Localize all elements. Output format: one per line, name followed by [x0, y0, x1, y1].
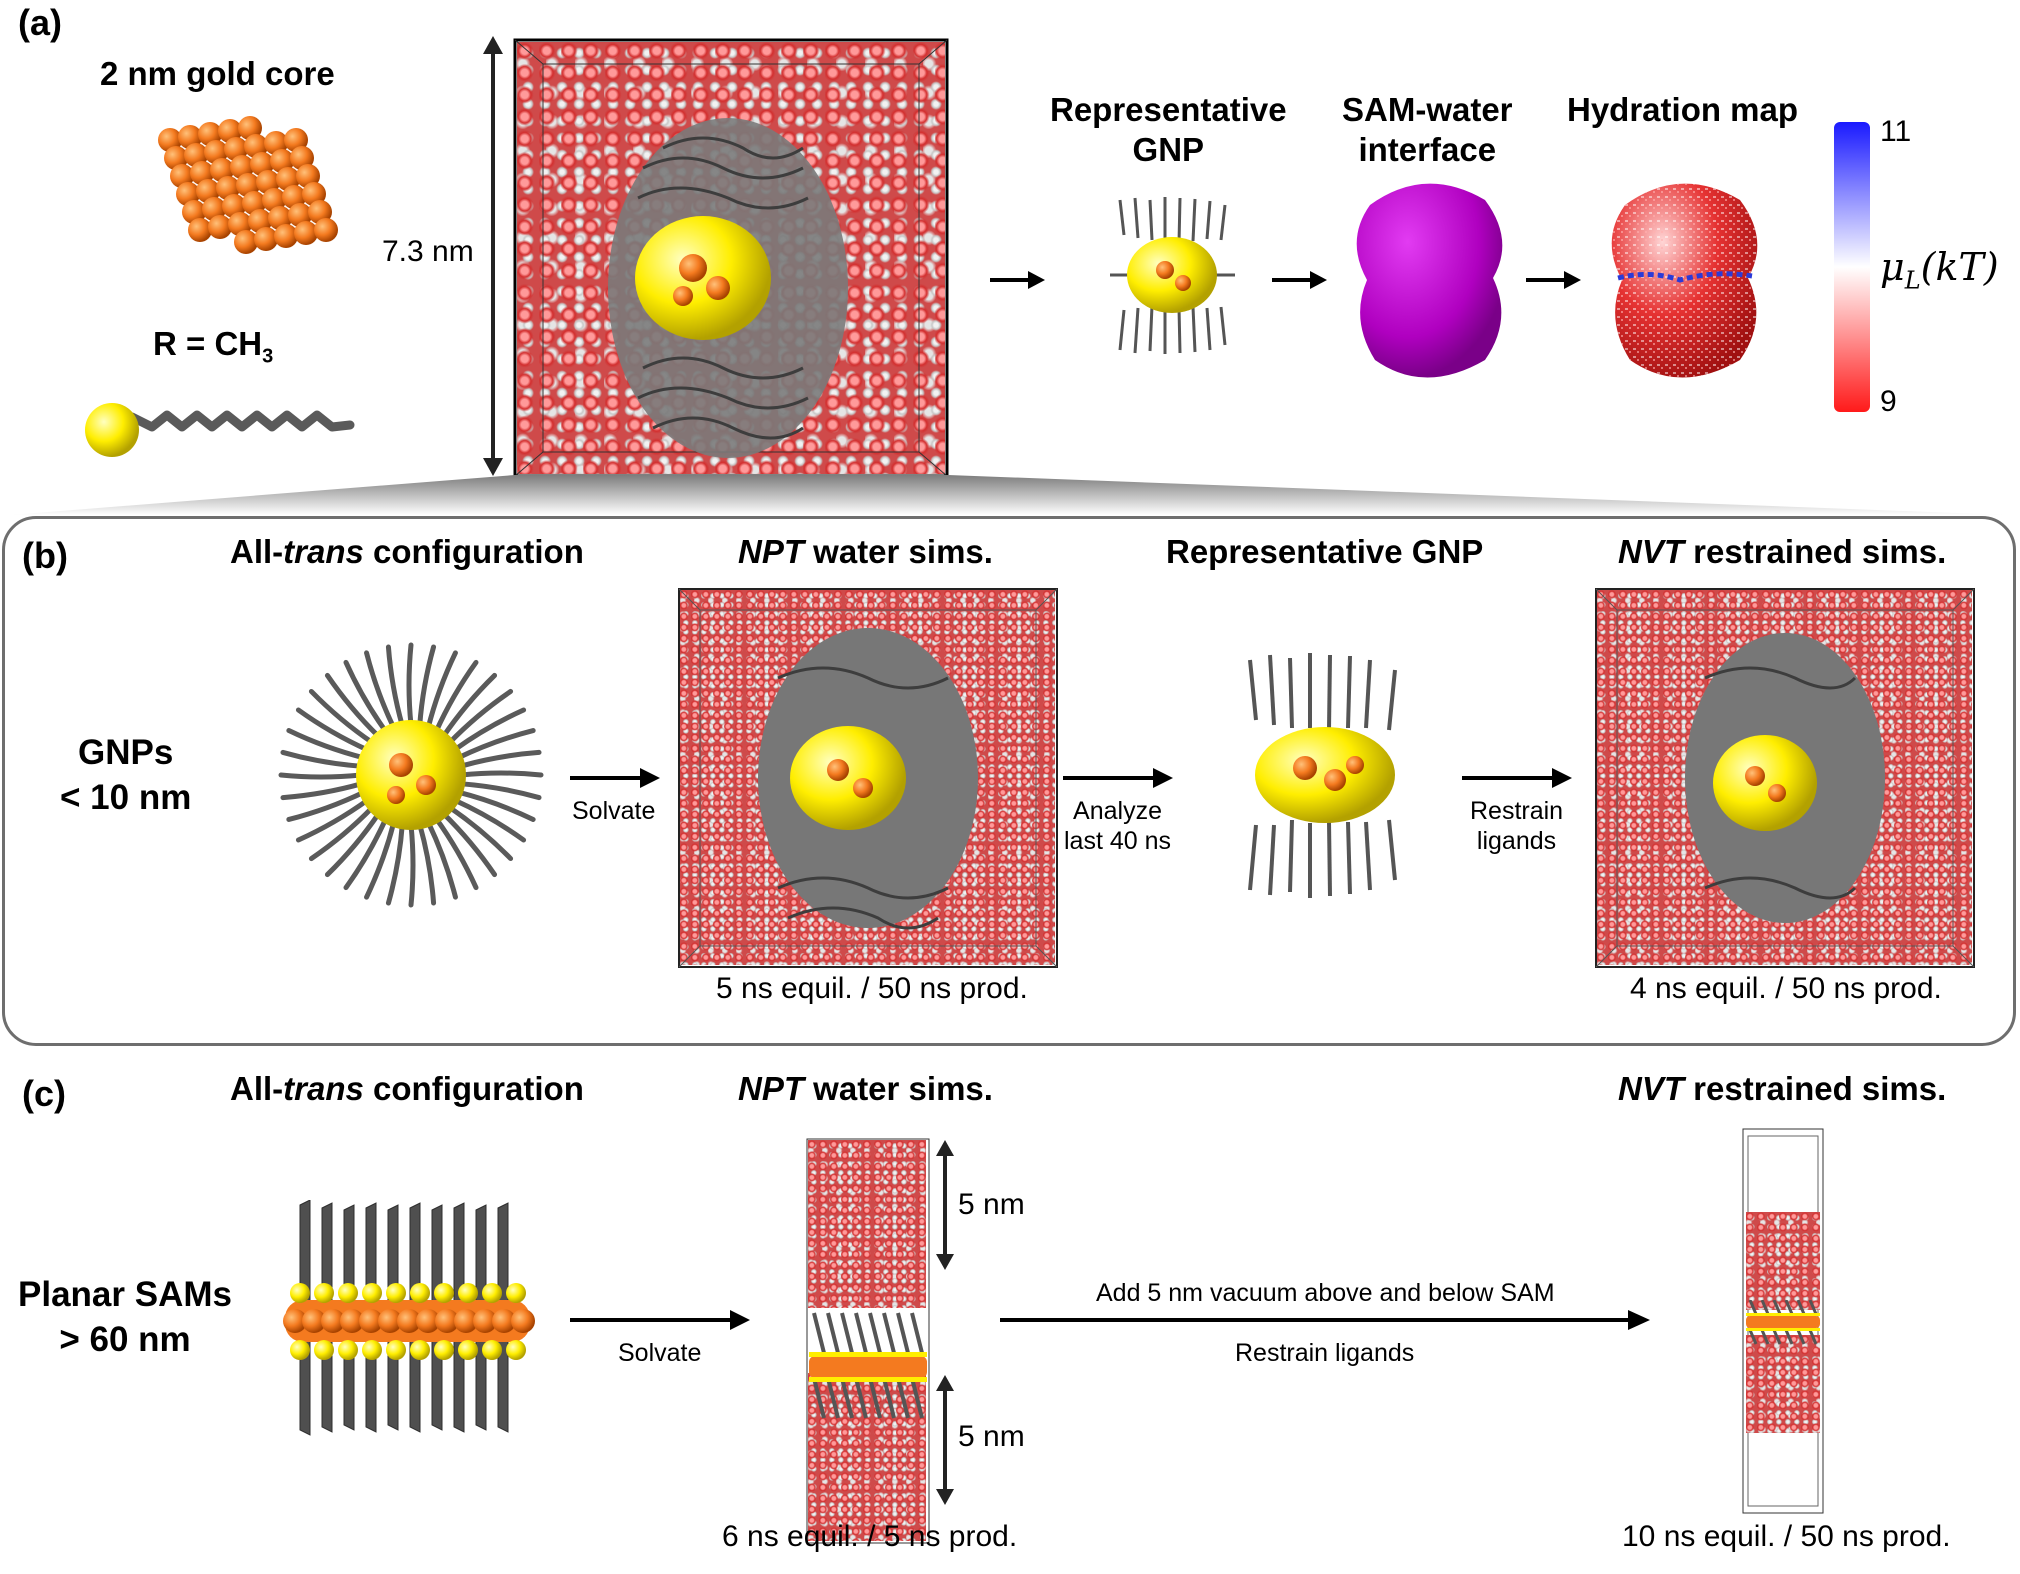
sam-water-interface-blob	[1356, 183, 1503, 378]
c-title-nvt: NVT restrained sims.	[1618, 1070, 1947, 1107]
r-group-label: R = CH3	[153, 325, 274, 368]
c-npt-water-top	[808, 1140, 926, 1308]
c-row-label: Planar SAMs > 60 nm	[18, 1275, 232, 1359]
colorbar	[1834, 122, 1870, 412]
c-title-all-trans: All-trans configuration	[230, 1070, 584, 1107]
c-npt-caption: 6 ns equil. / 5 ns prod.	[722, 1520, 1018, 1553]
colorbar-label: μL(kT)	[1880, 245, 1999, 295]
c-npt-water-bottom	[808, 1373, 926, 1541]
zoom-wedge	[10, 475, 2010, 515]
gold-core-icon	[158, 116, 338, 254]
ligand-chain-icon	[85, 403, 355, 457]
gold-core-title: 2 nm gold core	[100, 55, 335, 92]
arrow-a2	[1272, 271, 1327, 289]
colorbar-max-label: 11	[1880, 115, 1912, 148]
b-representative-gnp	[1248, 653, 1397, 898]
step-hydration-map: Hydration map	[1567, 91, 1799, 128]
b-arrow-restrain	[1462, 768, 1572, 788]
c-arrow-vacuum	[1000, 1310, 1650, 1330]
planar-sam	[283, 1200, 535, 1436]
panel-a-letter: (a)	[18, 2, 62, 43]
c-nvt-water-bottom	[1746, 1335, 1820, 1433]
b-arrow-solvate-label: Solvate	[572, 797, 656, 825]
b-arrow-solvate	[570, 768, 660, 788]
step-representative-gnp: Representative GNP	[1050, 91, 1287, 168]
arrow-a1	[990, 271, 1045, 289]
c-dim-arrow-top	[936, 1140, 954, 1270]
c-dim-bottom-label: 5 nm	[958, 1420, 1025, 1453]
c-arrow-solvate	[570, 1310, 750, 1330]
step-sam-water-interface: SAM-water interface	[1342, 91, 1513, 168]
panel-b-letter: (b)	[22, 535, 68, 576]
c-arrow-vacuum-bottom-label: Restrain ligands	[1235, 1339, 1415, 1367]
b-title-all-trans: All-trans configuration	[230, 533, 584, 570]
c-arrow-solvate-label: Solvate	[618, 1339, 702, 1367]
b-arrow-analyze-label: Analyze last 40 ns	[1064, 797, 1172, 855]
b-npt-caption: 5 ns equil. / 50 ns prod.	[716, 972, 1028, 1005]
b-npt-box	[678, 588, 1058, 968]
representative-gnp-a	[1110, 197, 1235, 354]
colorbar-min-label: 9	[1880, 385, 1897, 418]
c-npt-slab	[806, 1138, 930, 1544]
c-title-npt: NPT water sims.	[738, 1070, 993, 1107]
b-arrow-restrain-label: Restrain ligands	[1470, 797, 1564, 855]
b-nvt-box	[1595, 588, 1975, 968]
b-row-label: GNPs < 10 nm	[60, 733, 192, 817]
c-nvt-caption: 10 ns equil. / 50 ns prod.	[1622, 1520, 1951, 1553]
b-title-nvt: NVT restrained sims.	[1618, 533, 1947, 570]
hydration-map-blob	[1611, 183, 1758, 378]
all-trans-gnp	[278, 642, 544, 908]
b-title-representative: Representative GNP	[1166, 533, 1484, 570]
c-dim-top-label: 5 nm	[958, 1188, 1025, 1221]
box-height-arrow	[483, 36, 503, 476]
arrow-a3	[1526, 271, 1581, 289]
b-title-npt: NPT water sims.	[738, 533, 993, 570]
c-nvt-water-top	[1746, 1212, 1820, 1310]
c-dim-arrow-bottom	[936, 1375, 954, 1505]
c-arrow-vacuum-top-label: Add 5 nm vacuum above and below SAM	[1096, 1279, 1555, 1307]
b-arrow-analyze	[1063, 768, 1173, 788]
panel-b-frame	[2, 516, 2016, 1046]
box-size-label: 7.3 nm	[382, 235, 474, 268]
simulation-box-frame	[513, 38, 949, 478]
b-nvt-caption: 4 ns equil. / 50 ns prod.	[1630, 972, 1942, 1005]
panel-c-letter: (c)	[22, 1073, 66, 1114]
c-nvt-sam	[1746, 1300, 1820, 1345]
